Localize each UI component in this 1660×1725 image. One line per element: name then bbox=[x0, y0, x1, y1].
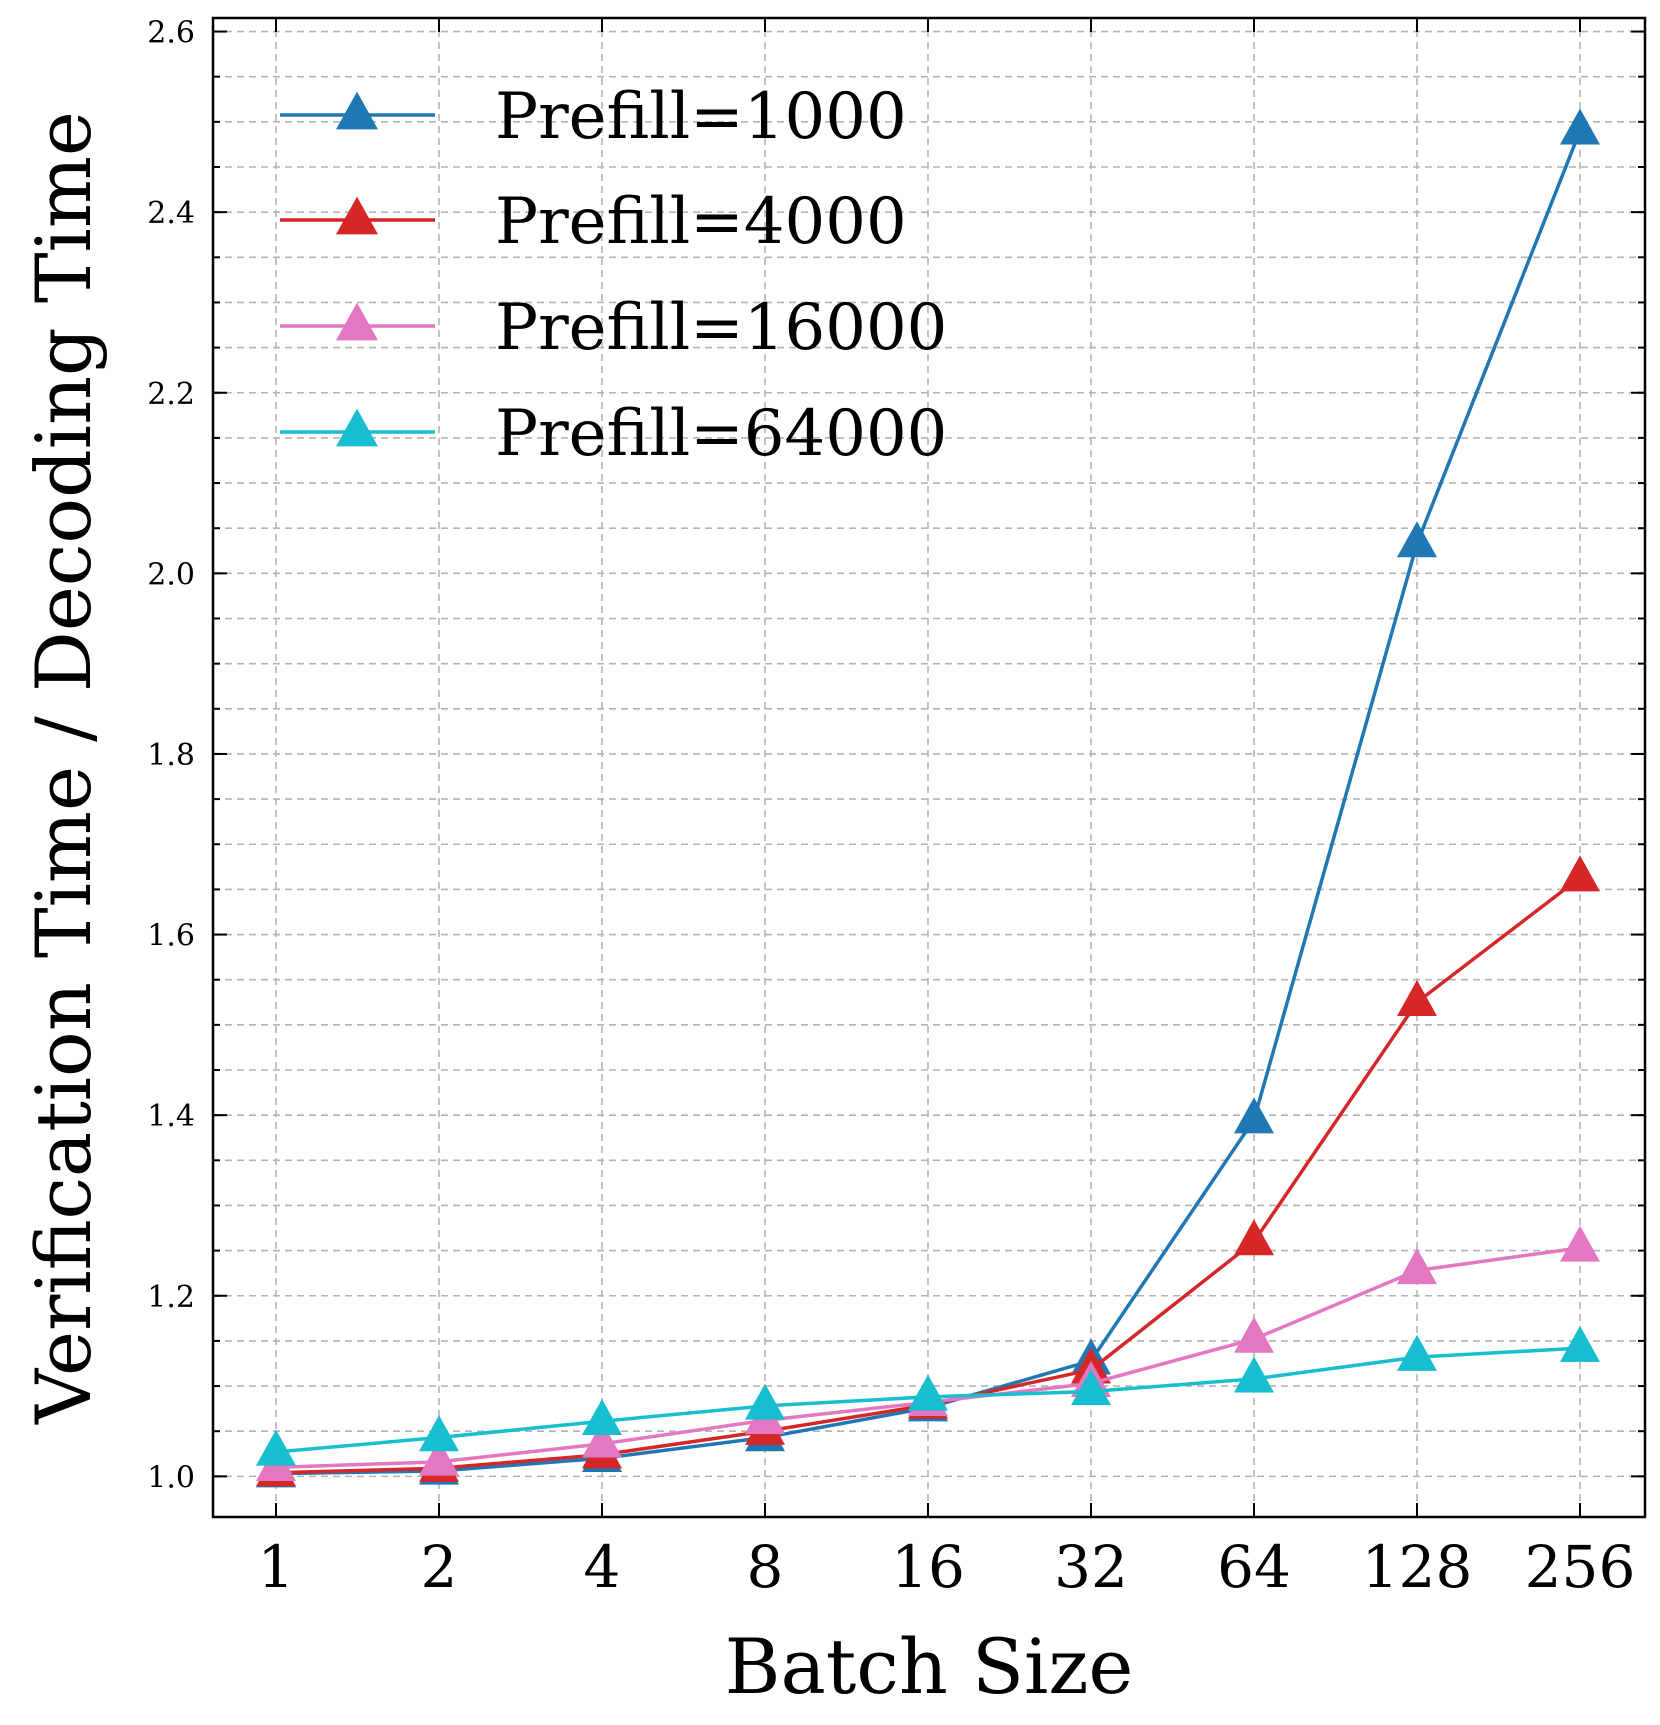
legend-label: Prefill=16000 bbox=[495, 291, 947, 365]
legend-item: Prefill=1000 bbox=[280, 80, 907, 154]
legend-item: Prefill=16000 bbox=[280, 291, 947, 365]
y-tick-label: 1.8 bbox=[147, 738, 195, 773]
legend-label: Prefill=64000 bbox=[495, 397, 947, 471]
plot-frame bbox=[211, 16, 1647, 1519]
x-tick-label: 16 bbox=[891, 1533, 965, 1601]
series-4 bbox=[256, 1325, 1600, 1466]
data-point-marker bbox=[419, 1439, 459, 1476]
y-tick-label: 1.0 bbox=[147, 1460, 195, 1495]
data-point-marker bbox=[1234, 1356, 1274, 1393]
data-point-marker bbox=[582, 1421, 622, 1458]
legend-marker bbox=[336, 196, 378, 235]
y-tick-label: 2.2 bbox=[147, 377, 195, 412]
data-point-marker bbox=[1397, 521, 1437, 558]
data-point-marker bbox=[1397, 979, 1437, 1016]
legend-marker bbox=[336, 91, 378, 130]
data-point-marker bbox=[745, 1383, 785, 1420]
series-lines bbox=[256, 108, 1600, 1488]
legend-item: Prefill=64000 bbox=[280, 397, 947, 471]
y-tick-label: 2.4 bbox=[147, 196, 195, 231]
grid bbox=[213, 18, 1645, 1517]
y-tick-label: 1.6 bbox=[147, 919, 195, 954]
data-point-marker bbox=[1560, 1325, 1600, 1362]
data-point-marker bbox=[256, 1429, 296, 1466]
x-tick-label: 64 bbox=[1217, 1533, 1291, 1601]
legend-marker bbox=[336, 408, 378, 447]
x-tick-label: 8 bbox=[747, 1533, 784, 1601]
data-point-marker bbox=[1234, 1219, 1274, 1256]
data-point-marker bbox=[1397, 1248, 1437, 1285]
x-tick-label: 256 bbox=[1525, 1533, 1636, 1601]
legend-marker bbox=[336, 302, 378, 341]
data-point-marker bbox=[1560, 1225, 1600, 1262]
y-axis-title: Verification Time / Decoding Time bbox=[19, 111, 108, 1425]
x-tick-label: 128 bbox=[1362, 1533, 1473, 1601]
data-point-marker bbox=[1234, 1316, 1274, 1353]
data-point-marker bbox=[908, 1374, 948, 1411]
data-point-marker bbox=[1234, 1097, 1274, 1134]
data-point-marker bbox=[1397, 1334, 1437, 1371]
x-tick-label: 2 bbox=[421, 1533, 458, 1601]
data-point-marker bbox=[1071, 1369, 1111, 1406]
x-tick-label: 4 bbox=[584, 1533, 621, 1601]
y-tick-label: 2.0 bbox=[147, 557, 195, 592]
legend: Prefill=1000 Prefill=4000 Prefill=16000 Pre… bbox=[280, 80, 947, 471]
data-point-marker bbox=[582, 1398, 622, 1435]
y-tick-label: 1.4 bbox=[147, 1099, 195, 1134]
data-point-marker bbox=[419, 1415, 459, 1452]
legend-item: Prefill=4000 bbox=[280, 185, 907, 259]
data-point-marker bbox=[1560, 855, 1600, 892]
x-tick-label: 32 bbox=[1054, 1533, 1128, 1601]
legend-label: Prefill=1000 bbox=[495, 80, 907, 154]
x-tick-label: 1 bbox=[258, 1533, 295, 1601]
y-tick-label: 2.6 bbox=[147, 16, 195, 51]
data-point-marker bbox=[1560, 108, 1600, 145]
x-axis-title: Batch Size bbox=[725, 1622, 1134, 1711]
axis-ticks: 1.0 1.2 1.4 1.6 1.8 2.0 2.2 2.4 2.6 1 2 4 8 16 32 64 128… bbox=[147, 16, 1645, 1601]
legend-label: Prefill=4000 bbox=[495, 185, 907, 259]
y-tick-label: 1.2 bbox=[147, 1280, 195, 1315]
